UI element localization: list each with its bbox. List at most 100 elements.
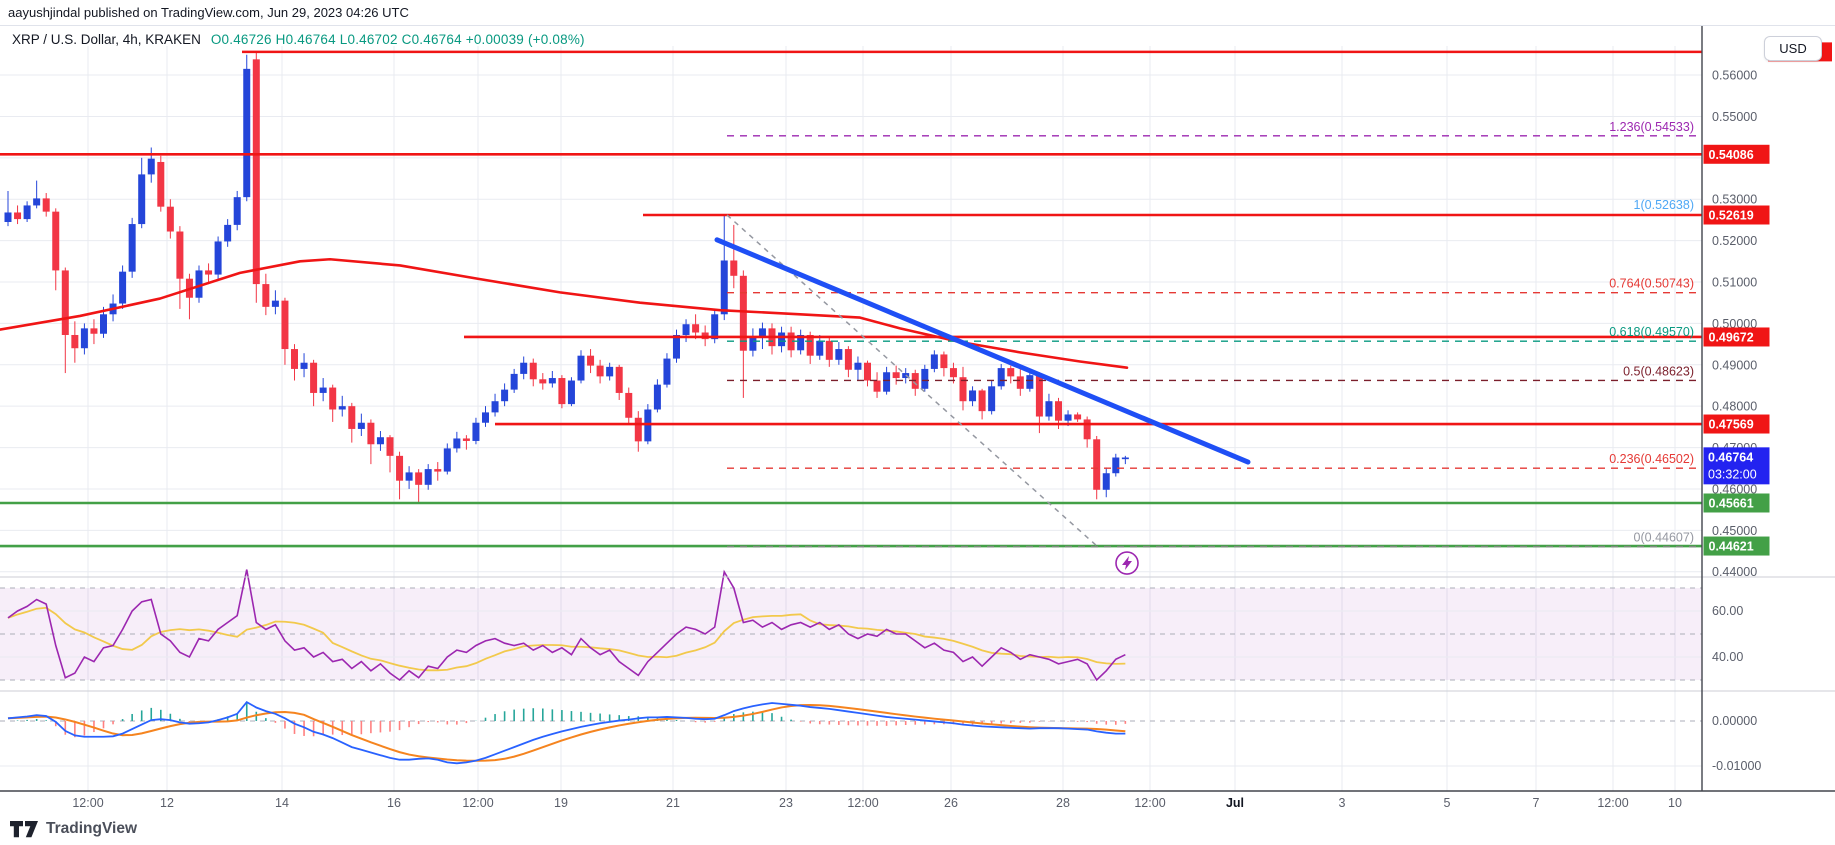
moving-average-line [0,257,1129,369]
candle [434,469,442,472]
tradingview-logo-icon[interactable] [10,819,39,839]
candle [959,377,967,402]
candle [634,417,642,442]
candle [520,362,528,374]
candle [806,334,814,356]
candle [892,372,900,379]
time-axis-label: 5 [1444,796,1451,810]
blue-trendline [714,237,1251,465]
time-axis-label: 12:00 [462,796,493,810]
candle [921,368,929,389]
price-line-chip: 0.45661 [1709,496,1754,510]
candle [930,354,938,369]
attribution-text: aayushjindal published on TradingView.co… [0,0,1835,25]
candle [1016,376,1024,389]
candle [214,241,222,275]
candle [100,314,107,334]
currency-toggle-button[interactable]: USD [1764,36,1822,61]
candle [157,161,165,207]
candle [33,198,41,206]
candle [510,373,518,390]
price-axis-label: 0.50000 [1712,317,1757,331]
time-axis-label: 12 [160,796,174,810]
fib-level-label: 0(0.44607) [1634,531,1694,545]
candle [577,355,585,381]
rsi-axis-label: 60.00 [1712,604,1743,618]
candle [1026,375,1034,389]
candle [472,422,480,441]
time-axis-label: 26 [944,796,958,810]
candle [883,372,891,392]
time-axis-label: 12:00 [72,796,103,810]
candle [673,334,680,359]
candle [147,158,155,175]
candle [310,362,318,393]
candle [797,334,805,351]
candle [653,384,661,410]
time-axis-label: 7 [1533,796,1540,810]
candle [386,437,394,456]
candle [1007,368,1015,377]
candle [482,412,489,423]
candle [548,378,556,384]
time-axis-label: 12:00 [847,796,878,810]
time-axis-label: 3 [1339,796,1346,810]
candle [23,205,31,220]
price-line-chip-bg [1703,144,1770,164]
price-axis-label: 0.44000 [1712,565,1757,579]
candle [940,354,948,369]
candle [606,366,614,377]
candle [271,300,279,307]
macd-signal-line [7,703,1126,762]
price-axis-label: 0.49000 [1712,358,1757,372]
tradingview-logo-text[interactable]: TradingView [46,820,138,837]
current-price-chip-bg [1703,447,1770,485]
candle [1064,414,1072,421]
price-axis-label: 0.46000 [1712,482,1757,496]
candle [644,409,652,442]
candle [1074,414,1082,420]
candle [825,340,833,360]
candle [749,337,757,351]
price-axis-label: 0.52000 [1712,234,1757,248]
candle [243,68,251,198]
candle [663,358,671,385]
time-axis-label: 21 [666,796,680,810]
candle [615,366,623,393]
fib-level-label: 1.236(0.54533) [1609,120,1694,134]
candle [119,271,127,304]
time-axis-label: Jul [1226,796,1244,810]
price-axis-label: 0.56000 [1712,69,1757,83]
candle [816,340,824,356]
candle [262,284,270,307]
price-line-chip: 0.44621 [1709,540,1754,554]
fib-level-label: 0.618(0.49570) [1609,325,1694,339]
candle [587,355,595,366]
candle [367,422,375,445]
candle [405,472,413,481]
candle [1102,473,1110,490]
candle [711,314,719,340]
candle [443,448,451,472]
candle [1121,457,1129,460]
macd-line [7,700,1126,765]
candle [376,437,384,445]
candle [988,386,996,412]
symbol-title: XRP / U.S. Dollar, 4h, KRAKEN [12,32,201,47]
candle [291,349,298,369]
candle [873,380,881,392]
candle [319,387,327,393]
price-line-chip-bg [1703,414,1770,434]
rsi-axis-label: 40.00 [1712,650,1743,664]
rsi-ma-line [7,606,1126,672]
macd-axis-label: -0.01000 [1712,759,1761,773]
candle [329,387,337,410]
candle [1055,401,1062,421]
price-line-chip: 0.52619 [1709,209,1754,223]
ohlc-values: O0.46726 H0.46764 L0.46702 C0.46764 +0.0… [210,32,585,47]
candle [195,270,203,298]
candle [1083,419,1091,440]
candle [300,362,308,369]
